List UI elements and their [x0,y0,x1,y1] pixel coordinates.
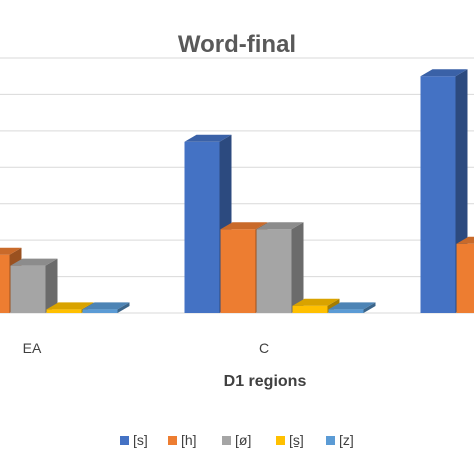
category-labels: EA C [23,340,269,356]
legend-swatch [168,436,177,445]
x-axis-label: D1 regions [224,373,307,390]
chart-title: Word-final [178,31,296,58]
category-label: C [259,340,269,356]
bars [0,69,474,313]
category-label: EA [23,340,42,356]
bar [328,302,376,313]
legend-item: [s] [120,432,148,448]
legend-swatch [276,436,285,445]
legend-label: [z] [339,432,354,448]
bar [82,302,130,313]
bar [420,69,468,313]
legend-label: [s̠] [289,432,304,448]
legend-label: [s] [133,432,148,448]
legend-label: [h] [181,432,197,448]
bar [256,222,304,313]
legend-item: [z] [326,432,354,448]
legend-swatch [326,436,335,445]
bar [10,258,58,313]
legend-label: [ø] [235,432,251,448]
legend-swatch [120,436,129,445]
legend: [s] [h] [ø] [s̠] [z] [120,432,354,448]
legend-item: [ø] [222,432,251,448]
legend-swatch [222,436,231,445]
bar [456,236,474,313]
legend-item: [s̠] [276,432,304,448]
legend-item: [h] [168,432,197,448]
